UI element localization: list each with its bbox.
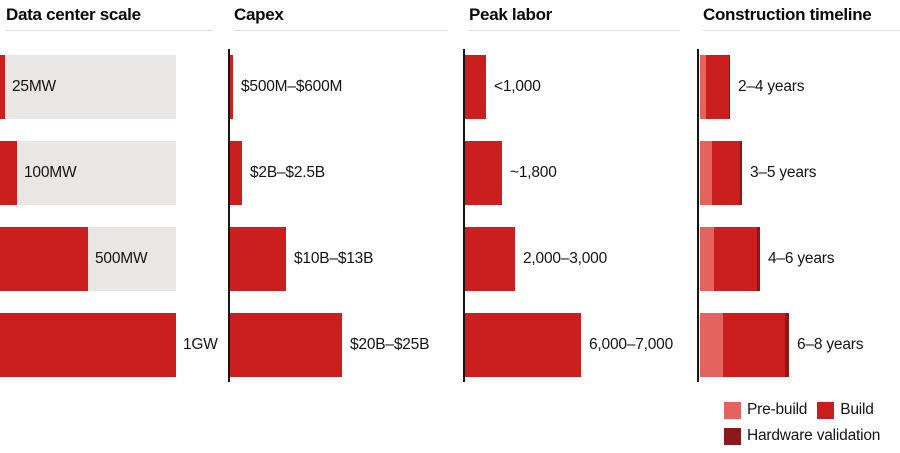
bar-row: ~1,800 (463, 141, 680, 205)
bar-label: $2B–$2.5B (250, 164, 325, 181)
legend-item-prebuild: Pre-build (724, 401, 807, 419)
bar-segment-validation (740, 141, 742, 205)
bar-segment-build (706, 55, 729, 119)
panel-title-capex: Capex (234, 0, 448, 31)
bar-row: 2,000–3,000 (463, 227, 680, 291)
bar-segment-build (714, 227, 757, 291)
bar-segment-build (712, 141, 740, 205)
bar (230, 55, 233, 119)
bar (465, 141, 502, 205)
axis-line (463, 49, 465, 382)
bar (0, 227, 88, 291)
bar-label: 1GW (183, 336, 218, 353)
bar-label: 500MW (95, 250, 148, 267)
bar (465, 55, 486, 119)
bar-label: <1,000 (494, 78, 541, 95)
bar-row: $2B–$2.5B (228, 141, 448, 205)
bar-label: 2–4 years (738, 78, 805, 95)
bar-track (0, 55, 176, 119)
panel-title-construction-timeline: Construction timeline (703, 0, 900, 31)
bar-label: 6–8 years (797, 336, 864, 353)
legend-row: Hardware validation (724, 423, 900, 449)
bar-row: 1GW (0, 313, 218, 377)
legend-label-prebuild: Pre-build (747, 401, 808, 418)
bar-row: $20B–$25B (228, 313, 448, 377)
bar (465, 227, 515, 291)
bar-row: 6–8 years (697, 313, 900, 377)
panel-plot-capex: $500M–$600M $2B–$2.5B $10B–$13B $20B–$25B (228, 49, 448, 382)
bar-segment-validation (729, 55, 730, 119)
bar-row: 3–5 years (697, 141, 900, 205)
bar-row: 4–6 years (697, 227, 900, 291)
panel-plot-data-center-scale: 25MW 100MW 500MW 1GW (0, 49, 218, 382)
bar-segment-prebuild (700, 141, 712, 205)
bar (465, 313, 581, 377)
bar-row: 500MW (0, 227, 213, 291)
bar-segment-prebuild (700, 55, 706, 119)
bar-label: $10B–$13B (294, 250, 374, 267)
legend-item-hardware-validation: Hardware validation (724, 427, 880, 445)
bar-row: <1,000 (463, 55, 680, 119)
panel-plot-peak-labor: <1,000 ~1,800 2,000–3,000 6,000–7,000 (463, 49, 680, 382)
bar-segment-build (723, 313, 785, 377)
chart-legend: Pre-build Build Hardware validation (724, 397, 900, 449)
panel-title-data-center-scale: Data center scale (6, 0, 213, 31)
bar-row: $500M–$600M (228, 55, 448, 119)
bar (230, 141, 242, 205)
bar-row: 6,000–7,000 (463, 313, 680, 377)
bar-track (0, 141, 176, 205)
legend-swatch-hardware-validation (724, 427, 741, 445)
bar-segment-prebuild (700, 313, 723, 377)
legend-item-build: Build (817, 401, 874, 419)
axis-line (228, 49, 230, 382)
panel-data-center-scale: Data center scale 25MW 100MW 500MW 1GW (0, 0, 218, 453)
bar-segment-prebuild (700, 227, 714, 291)
bar-label: ~1,800 (510, 164, 557, 181)
panel-construction-timeline: Construction timeline 2–4 years 3–5 years… (697, 0, 900, 453)
bar (0, 313, 176, 377)
bar-label: 3–5 years (750, 164, 817, 181)
bar-label: 100MW (24, 164, 77, 181)
legend-swatch-build (817, 401, 835, 419)
panel-capex: Capex $500M–$600M $2B–$2.5B $10B–$13B $20B–… (228, 0, 448, 453)
bar-label: $20B–$25B (350, 336, 430, 353)
bar-label: $500M–$600M (241, 78, 343, 95)
bar-row: 2–4 years (697, 55, 900, 119)
legend-label-build: Build (840, 401, 874, 418)
legend-row: Pre-build Build (724, 397, 900, 423)
bar (0, 141, 17, 205)
bar-label: 25MW (12, 78, 56, 95)
bar-segment-validation (785, 313, 789, 377)
bar (230, 313, 342, 377)
legend-swatch-prebuild (724, 401, 741, 419)
bar (230, 227, 286, 291)
panel-peak-labor: Peak labor <1,000 ~1,800 2,000–3,000 6,000–… (463, 0, 680, 453)
legend-label-hardware-validation: Hardware validation (747, 427, 881, 444)
panel-plot-construction-timeline: 2–4 years 3–5 years 4–6 years 6–8 years (697, 49, 900, 382)
panel-title-peak-labor: Peak labor (469, 0, 680, 31)
bar-label: 2,000–3,000 (523, 250, 607, 267)
axis-line (697, 49, 699, 382)
bar (0, 55, 5, 119)
bar-row: 25MW (0, 55, 213, 119)
bar-row: 100MW (0, 141, 213, 205)
bar-label: 4–6 years (768, 250, 835, 267)
bar-row: $10B–$13B (228, 227, 448, 291)
bar-segment-validation (757, 227, 760, 291)
bar-label: 6,000–7,000 (589, 336, 673, 353)
